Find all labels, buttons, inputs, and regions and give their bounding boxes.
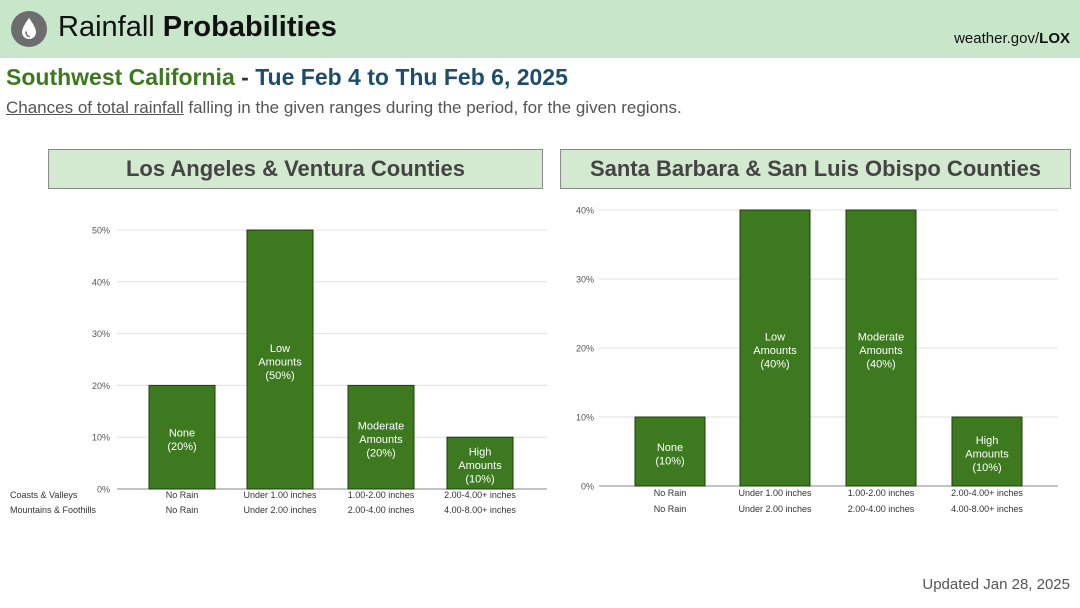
x-tick-label: 1.00-2.00 inches <box>348 490 415 500</box>
y-tick-label: 40% <box>576 206 594 216</box>
y-tick-label: 50% <box>92 226 110 236</box>
title-bold: Probabilities <box>162 11 337 43</box>
region-date-heading: Southwest California - Tue Feb 4 to Thu … <box>6 64 568 91</box>
description: Chances of total rainfall falling in the… <box>6 98 682 118</box>
x-tick-label: 1.00-2.00 inches <box>848 488 915 498</box>
x-tick-label: Under 1.00 inches <box>738 488 812 498</box>
x-tick-label: 4.00-8.00+ inches <box>444 505 516 515</box>
x-tick-label: 2.00-4.00 inches <box>348 505 415 515</box>
region-name: Southwest California <box>6 64 235 90</box>
bar-label: (10%) <box>972 462 1001 474</box>
y-tick-label: 10% <box>92 433 110 443</box>
bar <box>246 229 314 490</box>
date-range: Tue Feb 4 to Thu Feb 6, 2025 <box>255 64 568 90</box>
bar-label: Amounts <box>859 345 903 357</box>
x-tick-label: 2.00-4.00 inches <box>848 504 915 514</box>
bar-label: Amounts <box>753 345 797 357</box>
bar-label: Amounts <box>458 460 502 472</box>
y-tick-label: 0% <box>97 485 110 495</box>
x-tick-label: No Rain <box>654 488 687 498</box>
raindrop-icon <box>11 11 47 47</box>
page-title: Rainfall Probabilities <box>58 11 337 44</box>
bar-label: None <box>657 442 683 454</box>
heading-separator: - <box>234 64 256 90</box>
row-label: Coasts & Valleys <box>10 490 78 500</box>
y-tick-label: 40% <box>92 277 110 287</box>
x-tick-label: 2.00-4.00+ inches <box>444 490 516 500</box>
description-underlined: Chances of total rainfall <box>6 98 184 117</box>
bar-label: Moderate <box>358 421 404 433</box>
bar-label: Low <box>765 332 785 344</box>
bar <box>347 384 415 490</box>
bar-label: (40%) <box>866 359 895 371</box>
y-tick-label: 0% <box>581 482 594 492</box>
bar-label: Low <box>270 343 290 355</box>
x-tick-label: No Rain <box>166 490 199 500</box>
x-tick-label: 2.00-4.00+ inches <box>951 488 1023 498</box>
header-bar: Rainfall Probabilities weather.gov/LOX <box>0 0 1080 58</box>
description-rest: falling in the given ranges during the p… <box>183 98 682 117</box>
bar <box>845 209 917 487</box>
bar-label: High <box>976 435 999 447</box>
bar <box>148 384 216 490</box>
title-regular: Rainfall <box>58 11 155 43</box>
bar <box>951 416 1023 487</box>
bar-label: None <box>169 427 195 439</box>
bar-label: Amounts <box>965 449 1009 461</box>
x-tick-label: No Rain <box>654 504 687 514</box>
bar-label: Moderate <box>858 332 904 344</box>
bar <box>739 209 811 487</box>
bar-label: Amounts <box>359 434 403 446</box>
site-prefix: weather.gov/ <box>954 30 1040 47</box>
bar-label: (20%) <box>366 448 395 460</box>
x-tick-label: No Rain <box>166 505 199 515</box>
x-tick-label: Under 1.00 inches <box>243 490 317 500</box>
site-office: LOX <box>1039 30 1070 47</box>
bar-label: (10%) <box>655 455 684 467</box>
y-tick-label: 20% <box>576 344 594 354</box>
x-tick-label: 4.00-8.00+ inches <box>951 504 1023 514</box>
panel-title-la-ventura: Los Angeles & Ventura Counties <box>48 149 543 189</box>
x-tick-label: Under 2.00 inches <box>243 505 317 515</box>
panel-title-sb-slo: Santa Barbara & San Luis Obispo Counties <box>560 149 1071 189</box>
x-tick-label: Under 2.00 inches <box>738 504 812 514</box>
bar-label: (50%) <box>265 370 294 382</box>
bar <box>446 436 514 490</box>
bar-label: (20%) <box>167 441 196 453</box>
y-tick-label: 10% <box>576 413 594 423</box>
updated-timestamp: Updated Jan 28, 2025 <box>922 576 1070 593</box>
bar-label: (10%) <box>465 474 494 486</box>
bar-label: (40%) <box>760 359 789 371</box>
y-tick-label: 30% <box>576 275 594 285</box>
y-tick-label: 30% <box>92 329 110 339</box>
site-link[interactable]: weather.gov/LOX <box>954 30 1070 47</box>
bar <box>634 416 706 487</box>
bar-label: Amounts <box>258 357 302 369</box>
bar-label: High <box>469 447 492 459</box>
row-label: Mountains & Foothills <box>10 505 97 515</box>
y-tick-label: 20% <box>92 381 110 391</box>
